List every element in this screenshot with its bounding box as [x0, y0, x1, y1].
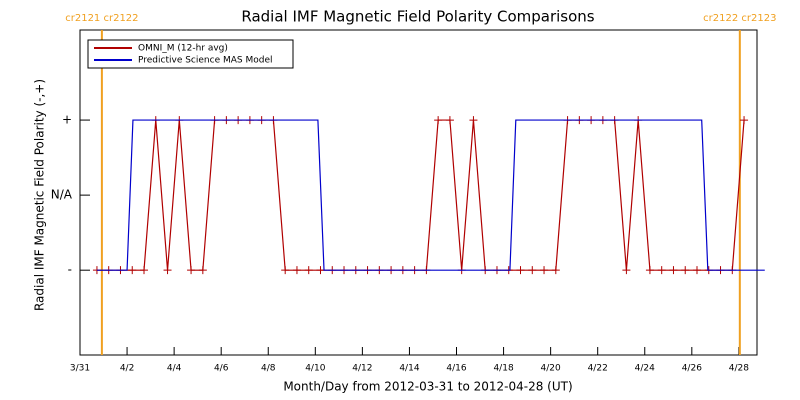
- point-marker: [622, 266, 631, 275]
- y-axis-label: Radial IMF Magnetic Field Polarity (-,+): [33, 79, 47, 311]
- x-tick-label: 4/6: [214, 364, 229, 374]
- legend-label: OMNI_M (12-hr avg): [138, 44, 228, 54]
- point-marker: [540, 266, 549, 275]
- point-marker: [163, 266, 172, 275]
- point-marker: [528, 266, 537, 275]
- x-tick-label: 4/14: [399, 364, 419, 374]
- x-tick-label: 4/16: [446, 364, 466, 374]
- rotation-marker-label: cr2121 cr2122: [65, 13, 138, 24]
- point-marker: [645, 266, 654, 275]
- x-tick-label: 4/22: [588, 364, 608, 374]
- point-marker: [281, 266, 290, 275]
- x-axis-label: Month/Day from 2012-03-31 to 2012-04-28 …: [283, 380, 572, 394]
- series-line: [96, 119, 765, 271]
- point-marker: [304, 266, 313, 275]
- x-tick-label: 4/8: [261, 364, 276, 374]
- point-marker: [187, 266, 196, 275]
- chart-title: Radial IMF Magnetic Field Polarity Compa…: [241, 8, 594, 26]
- point-marker: [434, 116, 443, 125]
- x-tick-label: 4/24: [635, 364, 655, 374]
- y-tick-label: +: [62, 113, 72, 127]
- y-tick-label: N/A: [51, 188, 73, 202]
- point-marker: [316, 266, 325, 275]
- legend-label: Predictive Science MAS Model: [138, 56, 273, 66]
- x-tick-label: 4/12: [352, 364, 372, 374]
- point-marker: [292, 266, 301, 275]
- x-tick-label: 4/10: [305, 364, 325, 374]
- x-tick-label: 4/18: [493, 364, 513, 374]
- plot-frame: [79, 29, 758, 356]
- point-marker: [469, 116, 478, 125]
- point-marker: [516, 266, 525, 275]
- point-marker: [551, 266, 560, 275]
- x-tick-label: 4/26: [682, 364, 702, 374]
- y-tick-label: -: [68, 263, 72, 277]
- point-marker: [657, 266, 666, 275]
- x-tick-label: 4/4: [167, 364, 182, 374]
- point-marker: [681, 266, 690, 275]
- point-marker: [198, 266, 207, 275]
- point-marker: [669, 266, 678, 275]
- x-tick-label: 4/28: [729, 364, 749, 374]
- x-tick-label: 3/31: [70, 364, 90, 374]
- rotation-marker-label: cr2122 cr2123: [703, 13, 776, 24]
- point-marker: [140, 266, 149, 275]
- legend-box: [87, 39, 294, 69]
- point-marker: [692, 266, 701, 275]
- point-marker: [740, 116, 749, 125]
- point-marker: [128, 266, 137, 275]
- x-tick-label: 4/20: [541, 364, 561, 374]
- x-tick-label: 4/2: [120, 364, 134, 374]
- point-marker: [445, 116, 454, 125]
